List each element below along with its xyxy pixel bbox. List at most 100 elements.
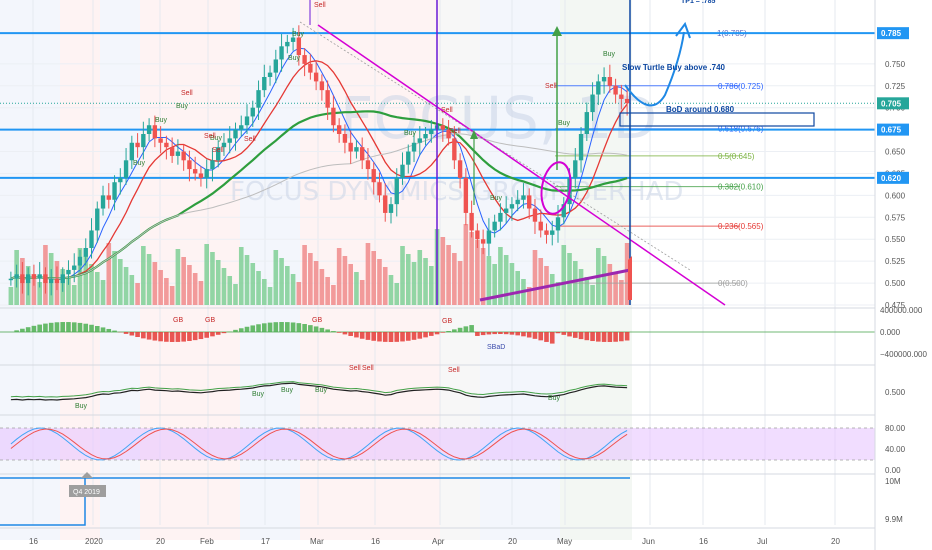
macd-bar	[590, 332, 595, 342]
volume-bar	[8, 287, 14, 305]
candle-body	[66, 269, 71, 275]
volume-bar	[457, 261, 463, 305]
candle-body	[521, 195, 526, 200]
buy-signal-1: Buy	[155, 117, 168, 124]
macd-tick-2: −400000.000	[880, 350, 927, 359]
slow-turtle-annotation: Slow Turtle Buy above .740	[622, 63, 726, 72]
volume-bar	[169, 286, 175, 305]
macd-bar	[584, 332, 590, 341]
candle-body	[135, 142, 140, 148]
candle-body	[14, 274, 19, 279]
macd-bar	[169, 332, 175, 342]
price-tick-10: 0.725	[885, 82, 906, 91]
candle-body	[89, 230, 94, 248]
candle-body	[210, 160, 215, 170]
volume-bar	[308, 253, 313, 305]
price-badge-label-2: 0.675	[881, 126, 902, 135]
volume-bar	[94, 272, 100, 305]
volume-bar	[158, 270, 163, 305]
macd-bar	[359, 332, 365, 339]
volume-bar	[210, 252, 215, 305]
volume-bar	[555, 282, 561, 305]
earn-tick-0: 10M	[885, 477, 901, 486]
macd-bar	[267, 322, 273, 332]
volume-bar	[204, 244, 209, 305]
candle-body	[538, 221, 543, 231]
candle-body	[440, 125, 446, 130]
candle-body	[377, 182, 382, 196]
time-tick-4: 17	[261, 537, 270, 546]
macd-bar	[302, 324, 307, 332]
volume-bar	[192, 273, 198, 305]
macd-bar	[48, 322, 54, 332]
volume-bar	[382, 267, 388, 305]
sell-signal-2: Sell	[212, 147, 224, 154]
macd-bar	[215, 332, 221, 335]
volume-bar	[601, 256, 607, 305]
macd-bar	[613, 332, 618, 342]
ind3-sell-2: Sell	[448, 367, 460, 374]
candle-body	[555, 217, 561, 231]
candle-body	[365, 160, 371, 170]
macd-bar	[429, 332, 434, 336]
sell-signal-4: Sell	[314, 2, 326, 9]
candle-body	[279, 46, 284, 60]
macd-bar	[503, 332, 509, 335]
volume-bar	[584, 277, 590, 305]
macd-bar	[83, 323, 89, 332]
candle-body	[100, 195, 106, 209]
volume-bar	[267, 287, 273, 305]
time-tick-13: 20	[831, 537, 840, 546]
macd-bar	[578, 332, 584, 340]
volume-bar	[319, 269, 325, 305]
volume-bar	[66, 277, 71, 305]
candle-body	[313, 72, 319, 82]
candle-body	[262, 77, 267, 91]
buy-signal-9: Buy	[603, 51, 616, 58]
candle-body	[360, 147, 365, 161]
volume-bar	[417, 250, 423, 305]
macd-bar	[572, 332, 578, 338]
candle-body	[406, 151, 411, 165]
time-axis: 16 2020 20 Feb 17 Mar 16 Apr 20 May Jun 16 Jul 20	[0, 527, 875, 546]
volume-bar	[118, 259, 123, 305]
watermark-ticker: FOCUS, 1D	[340, 84, 657, 152]
macd-bar	[261, 323, 267, 332]
target-arrowhead-green	[552, 26, 562, 36]
macd-gb-0: GB	[173, 317, 183, 324]
candle-body	[216, 147, 221, 161]
macd-bar	[164, 332, 169, 342]
macd-bar	[348, 332, 353, 336]
macd-bar	[279, 322, 284, 332]
candle-body	[54, 278, 60, 284]
candle-body	[400, 164, 405, 178]
volume-bar	[342, 256, 348, 305]
volume-bar	[77, 248, 83, 305]
volume-bar	[238, 247, 244, 305]
volume-bar	[198, 281, 204, 305]
macd-bar	[181, 332, 186, 342]
candle-body	[457, 160, 463, 178]
macd-bar	[129, 332, 135, 336]
macd-bar	[561, 332, 567, 335]
volume-bar	[624, 243, 630, 305]
candle-body	[221, 142, 227, 148]
volume-bar	[181, 257, 186, 305]
volume-bar	[354, 272, 359, 305]
macd-bar	[619, 332, 624, 342]
macd-bar	[233, 329, 238, 332]
volume-bar	[549, 274, 555, 305]
candle-body	[601, 77, 607, 82]
macd-bar	[417, 332, 423, 339]
macd-bar	[43, 323, 48, 332]
macd-bar	[475, 332, 480, 336]
macd-bar	[204, 332, 209, 338]
volume-bar	[325, 277, 330, 305]
candle-body	[624, 98, 630, 104]
volume-bar	[164, 278, 169, 305]
candle-body	[532, 208, 538, 222]
price-badge-3	[877, 171, 909, 184]
earn-tick-1: 9.9M	[885, 515, 903, 524]
candle-body	[192, 169, 198, 174]
